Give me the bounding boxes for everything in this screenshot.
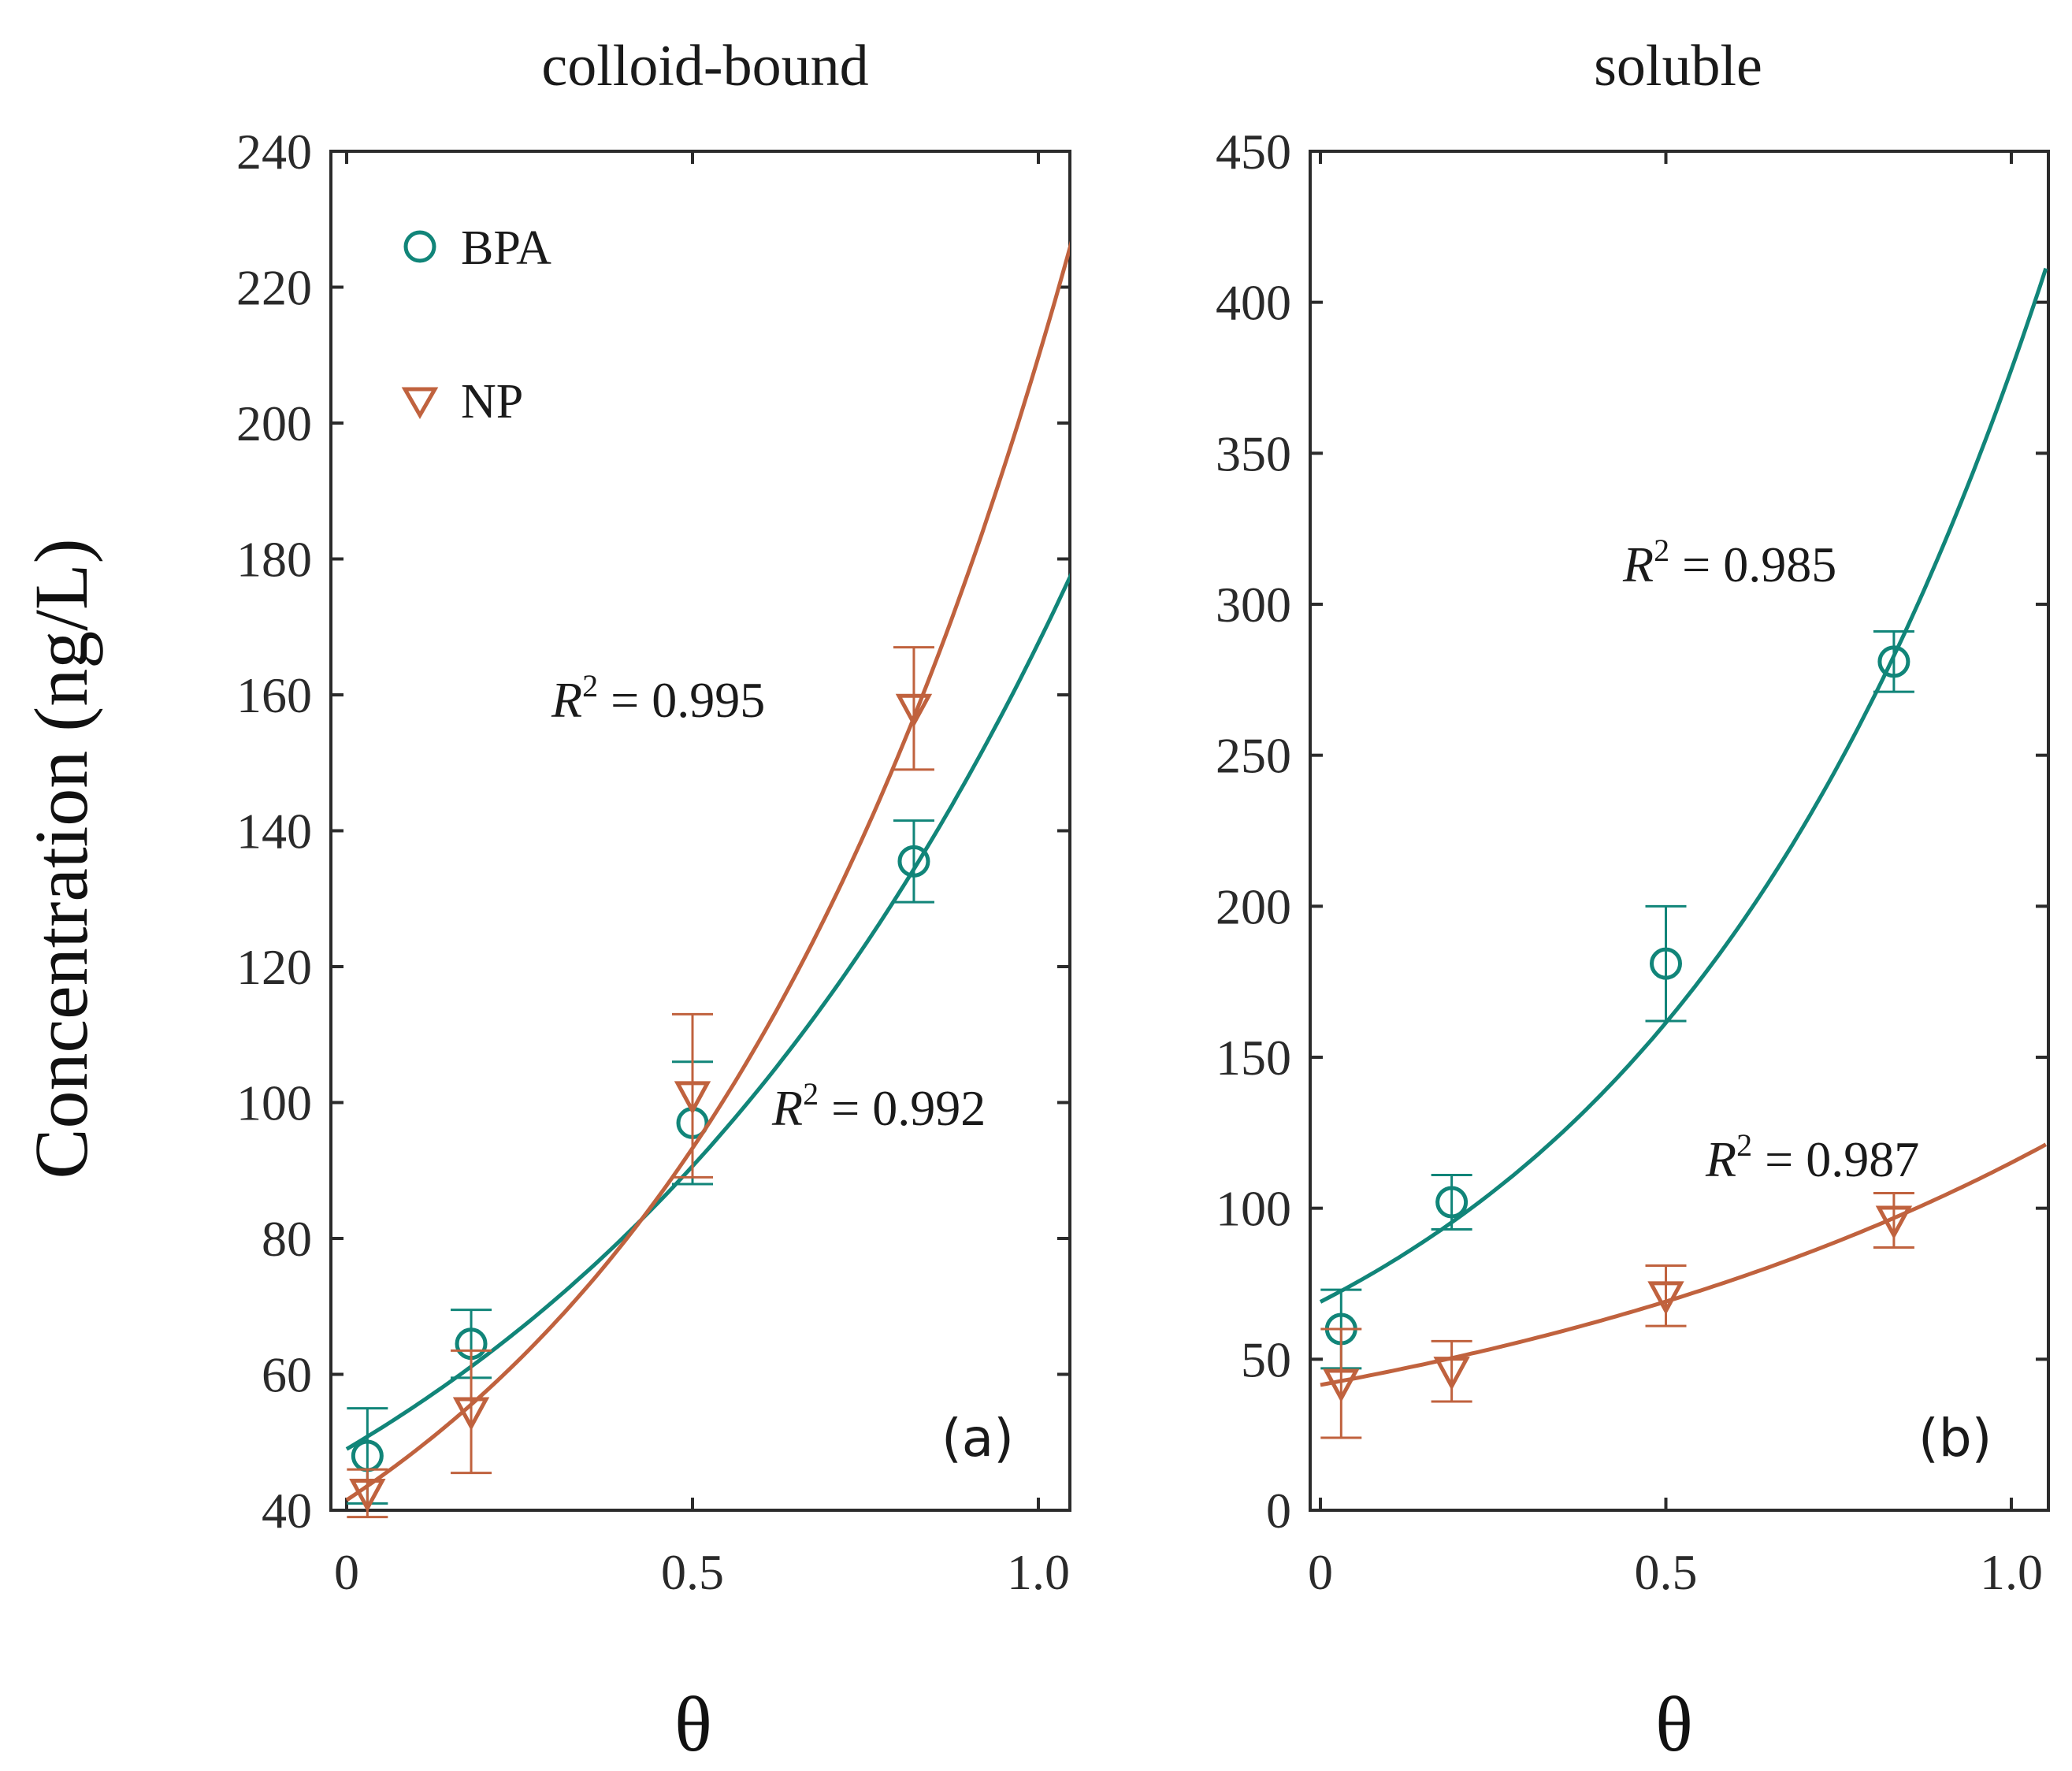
np-data-point (1323, 1368, 1360, 1403)
y-tick-label: 400 (1216, 275, 1291, 331)
panel-a-tag: (a) (941, 1408, 1014, 1468)
r2-superscript: 2 (1736, 1127, 1752, 1163)
r2-superscript: 2 (582, 668, 598, 704)
bpa-data-point (1650, 947, 1682, 980)
r2-symbol: R (551, 672, 582, 728)
panel-b-title: soluble (1594, 34, 1762, 98)
y-tick-label: 150 (1216, 1030, 1291, 1086)
np-error-bar (451, 1349, 492, 1475)
bpa-data-point (897, 845, 930, 878)
panel-a-frame (329, 150, 1071, 1512)
y-tick-label: 250 (1216, 728, 1291, 784)
x-tick-label: 0 (334, 1544, 359, 1600)
legend-bpa-label: BPA (461, 221, 551, 275)
r2-value: = 0.987 (1752, 1131, 1919, 1187)
np-data-point (349, 1478, 386, 1513)
panel-a-plot-area (345, 240, 1070, 1519)
y-tick-label: 240 (236, 124, 312, 180)
bpa-fit-curve (1319, 267, 2048, 1304)
y-tick-label: 100 (236, 1075, 312, 1131)
bpa-error-bar (1873, 630, 1914, 693)
r2-value: = 0.995 (598, 672, 765, 728)
y-tick-label: 350 (1216, 425, 1291, 481)
y-tick-label: 0 (1266, 1483, 1291, 1539)
y-axis-label: Concentration (ng/L) (19, 538, 103, 1179)
bpa-error-bar (1645, 904, 1687, 1023)
x-tick-label: 1.0 (1007, 1544, 1070, 1600)
y-tick-label: 300 (1216, 577, 1291, 633)
np-data-point (674, 1081, 711, 1116)
y-tick-label: 40 (262, 1483, 312, 1539)
y-tick-label: 200 (236, 395, 312, 451)
panel-b-tag: (b) (1918, 1408, 1992, 1468)
panel-a-ticks: 40 60 80 100 120 140 160 180 200 220 240 0 0.5 1.0 (236, 124, 1070, 1600)
np-fit-curve (345, 240, 1070, 1502)
y-tick-label: 80 (262, 1211, 312, 1267)
y-tick-label: 60 (262, 1347, 312, 1403)
panel-b-ticks: 0 50 100 150 200 250 300 350 400 450 0 0.5 1.0 (1216, 124, 2048, 1600)
x-tick-label: 0 (1308, 1544, 1333, 1600)
np-error-bar (1320, 1327, 1362, 1439)
r2-value: = 0.992 (819, 1080, 986, 1136)
np-data-point (895, 693, 933, 728)
panel-b: soluble 0 50 100 150 200 250 300 350 400 450 0 0.5 1… (1216, 34, 2050, 1768)
x-tick-label: 0.5 (1635, 1544, 1698, 1600)
legend-bpa-marker-icon (403, 230, 436, 263)
y-tick-label: 100 (1216, 1181, 1291, 1237)
np-data-point (1875, 1205, 1913, 1240)
np-data-point (1433, 1357, 1470, 1390)
bpa-fit-curve (345, 572, 1070, 1451)
panel-a-bpa-r2: R2 = 0.992 (771, 1076, 986, 1136)
np-data-point (452, 1397, 490, 1431)
panel-b-np-r2: R2 = 0.987 (1705, 1127, 1919, 1187)
y-tick-label: 50 (1241, 1331, 1291, 1387)
panel-b-plot-area (1319, 267, 2048, 1439)
y-tick-label: 140 (236, 804, 312, 860)
r2-symbol: R (1705, 1131, 1736, 1187)
panel-a: colloid-bound 40608010012014016018020022… (236, 34, 1071, 1768)
np-data-point (1647, 1281, 1684, 1316)
r2-symbol: R (1622, 536, 1654, 592)
np-error-bar (1431, 1339, 1472, 1403)
panel-b-frame (1309, 150, 2050, 1512)
y-tick-label: 180 (236, 532, 312, 588)
r2-value: = 0.985 (1669, 536, 1836, 592)
bpa-error-bar (893, 819, 934, 904)
np-error-bar (893, 646, 934, 771)
legend-np-label: NP (461, 375, 523, 429)
y-tick-label: 160 (236, 667, 312, 723)
bpa-data-point (1877, 645, 1910, 678)
r2-superscript: 2 (803, 1076, 819, 1112)
panel-a-title: colloid-bound (541, 34, 868, 98)
legend: BPA NP (401, 221, 551, 429)
y-tick-label: 450 (1216, 124, 1291, 180)
panel-b-bpa-r2: R2 = 0.985 (1622, 533, 1836, 592)
np-error-bar (672, 1012, 713, 1179)
r2-superscript: 2 (1654, 533, 1669, 568)
y-tick-label: 200 (1216, 878, 1291, 934)
np-error-bar (1645, 1264, 1687, 1327)
bpa-error-bar (1431, 1174, 1472, 1231)
y-tick-label: 220 (236, 260, 312, 316)
legend-np-marker-icon (401, 387, 439, 420)
panel-b-x-axis-label: θ (1655, 1680, 1693, 1768)
panel-a-x-axis-label: θ (674, 1680, 712, 1768)
y-tick-label: 120 (236, 939, 312, 995)
x-tick-label: 1.0 (1980, 1544, 2043, 1600)
panel-a-np-r2: R2 = 0.995 (551, 668, 765, 728)
x-tick-label: 0.5 (661, 1544, 724, 1600)
bpa-data-point (1435, 1186, 1469, 1219)
r2-symbol: R (771, 1080, 803, 1136)
